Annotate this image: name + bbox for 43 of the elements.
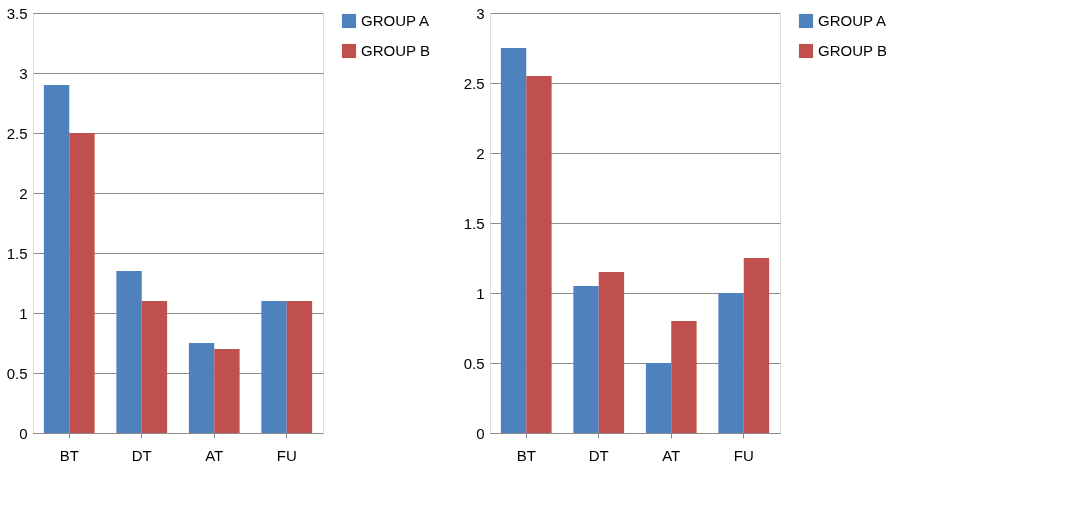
bar xyxy=(69,133,95,433)
y-tick-label: 2.5 xyxy=(6,124,28,142)
bar xyxy=(43,85,70,433)
y-tick-label: 3 xyxy=(476,4,485,22)
y-tick-label: 2 xyxy=(476,144,485,162)
y-tick-label: 1.5 xyxy=(6,244,28,262)
x-tick-label: BT xyxy=(59,446,79,464)
x-tick-label: DT xyxy=(131,446,152,464)
y-tick-label: 0 xyxy=(476,424,485,442)
bar xyxy=(645,363,672,433)
x-tick-label: FU xyxy=(733,446,754,464)
bar xyxy=(573,286,599,433)
legend-label: GROUP B xyxy=(361,42,430,59)
legend-label: GROUP A xyxy=(818,12,887,29)
y-tick-label: 3 xyxy=(19,64,28,82)
bar xyxy=(671,321,697,433)
bar xyxy=(141,301,168,433)
bar xyxy=(743,258,770,433)
y-tick-label: 1 xyxy=(19,304,28,322)
x-tick-label: BT xyxy=(516,446,536,464)
y-tick-label: 0.5 xyxy=(463,354,485,372)
y-tick-label: 2 xyxy=(19,184,28,202)
bar xyxy=(116,271,142,433)
x-tick-label: DT xyxy=(588,446,609,464)
bar xyxy=(598,272,625,433)
legend-label: GROUP B xyxy=(818,42,887,59)
bar xyxy=(286,301,313,433)
bar xyxy=(188,343,215,433)
y-tick-label: 2.5 xyxy=(463,74,485,92)
y-tick-label: 3.5 xyxy=(6,4,28,22)
x-tick-label: AT xyxy=(205,446,224,464)
bar xyxy=(214,349,240,433)
bar xyxy=(718,293,744,433)
y-tick-label: 0 xyxy=(19,424,28,442)
y-tick-label: 1 xyxy=(476,284,485,302)
legend-label: GROUP A xyxy=(361,12,430,29)
x-tick-label: AT xyxy=(662,446,681,464)
bar xyxy=(261,301,287,433)
x-tick-label: FU xyxy=(276,446,297,464)
bar xyxy=(526,76,552,433)
y-tick-label: 0.5 xyxy=(6,364,28,382)
bar xyxy=(500,48,527,433)
y-tick-label: 1.5 xyxy=(463,214,485,232)
